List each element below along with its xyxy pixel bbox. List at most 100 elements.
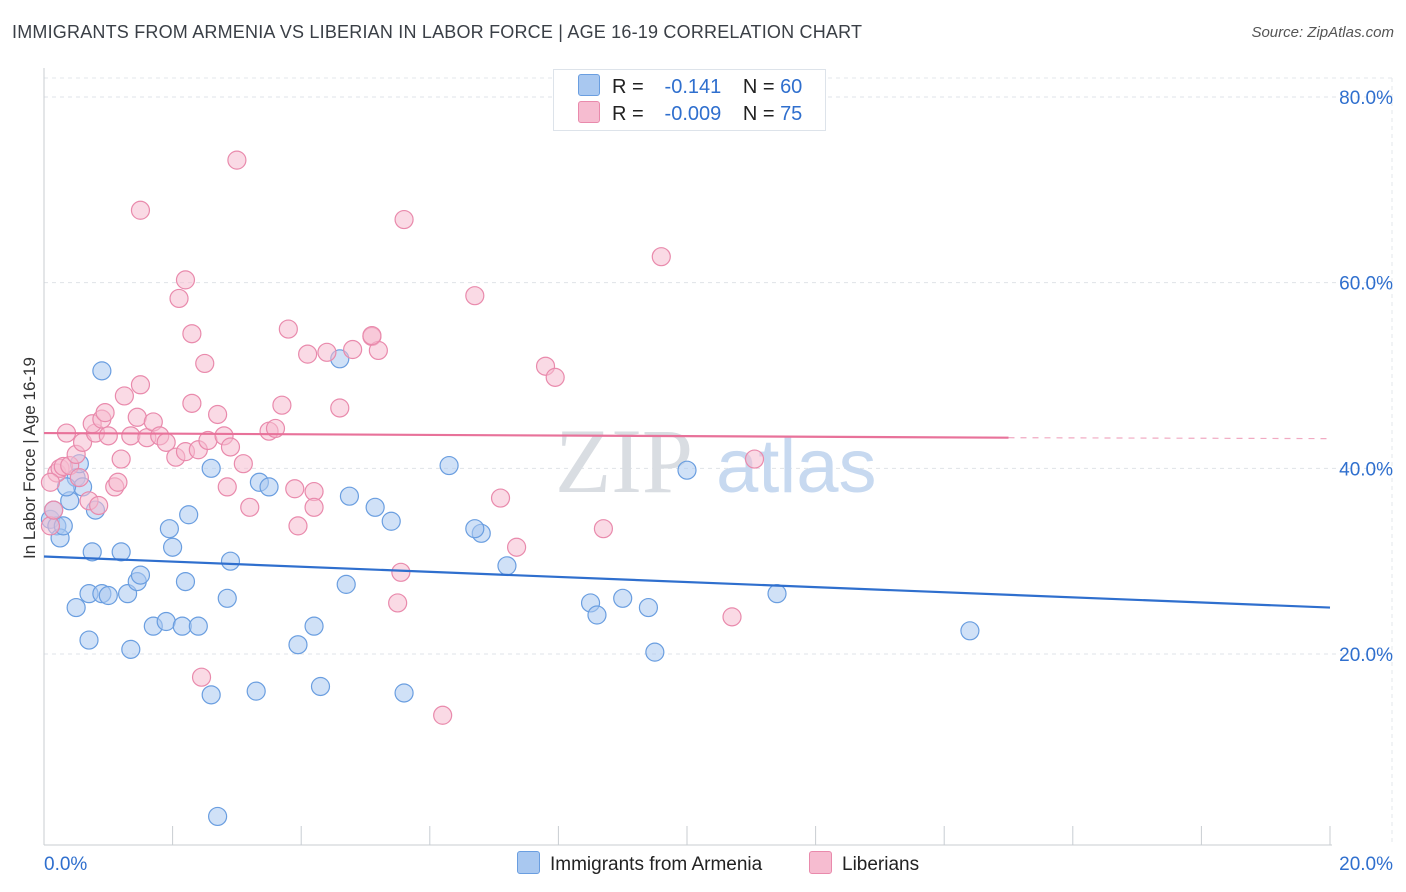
data-point — [587, 605, 607, 625]
trend-line-extension — [1008, 437, 1331, 440]
data-point — [121, 639, 141, 659]
data-point — [330, 398, 350, 418]
data-point — [722, 607, 742, 627]
data-point — [285, 479, 305, 499]
data-point — [288, 516, 308, 536]
legend-swatch-armenia — [578, 74, 600, 96]
data-point — [394, 209, 414, 230]
data-point — [638, 597, 659, 618]
data-point — [201, 685, 221, 705]
data-point — [92, 361, 112, 381]
data-point — [645, 642, 665, 662]
data-point — [613, 588, 633, 608]
data-point — [310, 676, 331, 697]
data-point — [278, 319, 298, 339]
legend-r-value: -0.009 — [664, 103, 722, 125]
data-point — [172, 616, 192, 636]
series-liberians — [40, 150, 765, 725]
data-point — [163, 537, 183, 557]
data-point — [465, 286, 485, 306]
data-point — [439, 455, 459, 476]
trend-line — [43, 555, 1331, 609]
data-point — [111, 449, 131, 469]
data-point — [208, 404, 228, 425]
data-point — [95, 403, 115, 423]
data-point — [175, 571, 196, 592]
data-point — [127, 407, 147, 427]
data-point — [365, 497, 385, 517]
data-point — [391, 562, 411, 582]
data-point — [593, 519, 614, 539]
x-tick-label: 0.0% — [44, 854, 87, 875]
data-point — [201, 458, 221, 478]
data-point — [182, 393, 202, 413]
data-point — [240, 497, 260, 517]
y-tick-label: 60.0% — [1339, 274, 1393, 295]
data-point — [69, 468, 89, 488]
data-point — [217, 588, 237, 608]
stats-legend: R = -0.141 N = 60 R = -0.009 N = 75 — [553, 69, 826, 131]
axes — [43, 68, 1332, 846]
legend-r-label: R = — [612, 76, 644, 98]
data-point — [108, 472, 128, 492]
data-point — [259, 477, 279, 497]
data-point — [272, 395, 292, 415]
y-axis-title: In Labor Force | Age 16-19 — [20, 357, 39, 559]
data-point — [381, 511, 401, 531]
data-point — [130, 200, 151, 220]
legend-n-value: 60 — [780, 76, 803, 98]
data-point — [233, 454, 253, 474]
data-point — [40, 516, 61, 536]
data-point — [490, 488, 511, 508]
data-point — [336, 574, 356, 594]
bottom-legend-label-liberians: Liberians — [842, 854, 920, 875]
bottom-legend-swatch-liberians — [809, 851, 832, 874]
data-point — [298, 344, 318, 364]
watermark-atlas: atlas — [716, 424, 877, 509]
data-point — [159, 519, 179, 539]
data-point — [98, 426, 118, 446]
data-point — [339, 486, 360, 506]
data-point — [265, 418, 286, 439]
x-tick-label: 20.0% — [1339, 854, 1393, 875]
legend-row-armenia: R = -0.141 N = 60 — [578, 74, 802, 98]
data-point — [220, 437, 241, 457]
legend-swatch-liberians — [578, 101, 600, 123]
source-credit: Source: ZipAtlas.com — [1251, 24, 1394, 41]
data-point — [169, 288, 189, 309]
data-point — [130, 375, 151, 395]
data-point — [304, 616, 324, 636]
data-point — [121, 426, 141, 446]
data-point — [208, 806, 228, 827]
data-point — [156, 611, 176, 632]
data-point — [343, 339, 363, 360]
bottom-legend-armenia: Immigrants from Armenia — [517, 851, 762, 876]
legend-row-liberians: R = -0.009 N = 75 — [578, 101, 802, 125]
data-point — [191, 667, 212, 687]
data-point — [433, 705, 453, 725]
data-point — [79, 630, 99, 650]
y-tick-label: 20.0% — [1339, 645, 1393, 666]
data-point — [394, 683, 414, 703]
bottom-legend-liberians: Liberians — [809, 851, 919, 876]
bottom-legend-swatch-armenia — [517, 851, 540, 874]
data-point — [220, 551, 241, 571]
trend-lines — [43, 431, 1331, 609]
y-tick-label: 40.0% — [1339, 459, 1393, 480]
data-point — [82, 542, 102, 562]
data-point — [130, 565, 151, 585]
x-tick-labels: 0.0% 20.0% — [44, 854, 1393, 875]
bottom-legend-label-armenia: Immigrants from Armenia — [550, 854, 763, 875]
data-point — [744, 449, 765, 469]
data-point — [497, 556, 517, 576]
data-point — [362, 325, 382, 346]
data-point — [111, 542, 131, 562]
y-tick-labels: 20.0% 40.0% 60.0% 80.0% — [1339, 88, 1393, 666]
legend-n-value: 75 — [780, 103, 803, 125]
data-point — [89, 495, 109, 516]
data-point — [40, 472, 61, 492]
watermark-zip: ZIP — [555, 410, 693, 512]
data-point — [182, 324, 202, 344]
chart-title: IMMIGRANTS FROM ARMENIA VS LIBERIAN IN L… — [12, 22, 863, 42]
data-point — [179, 505, 199, 525]
